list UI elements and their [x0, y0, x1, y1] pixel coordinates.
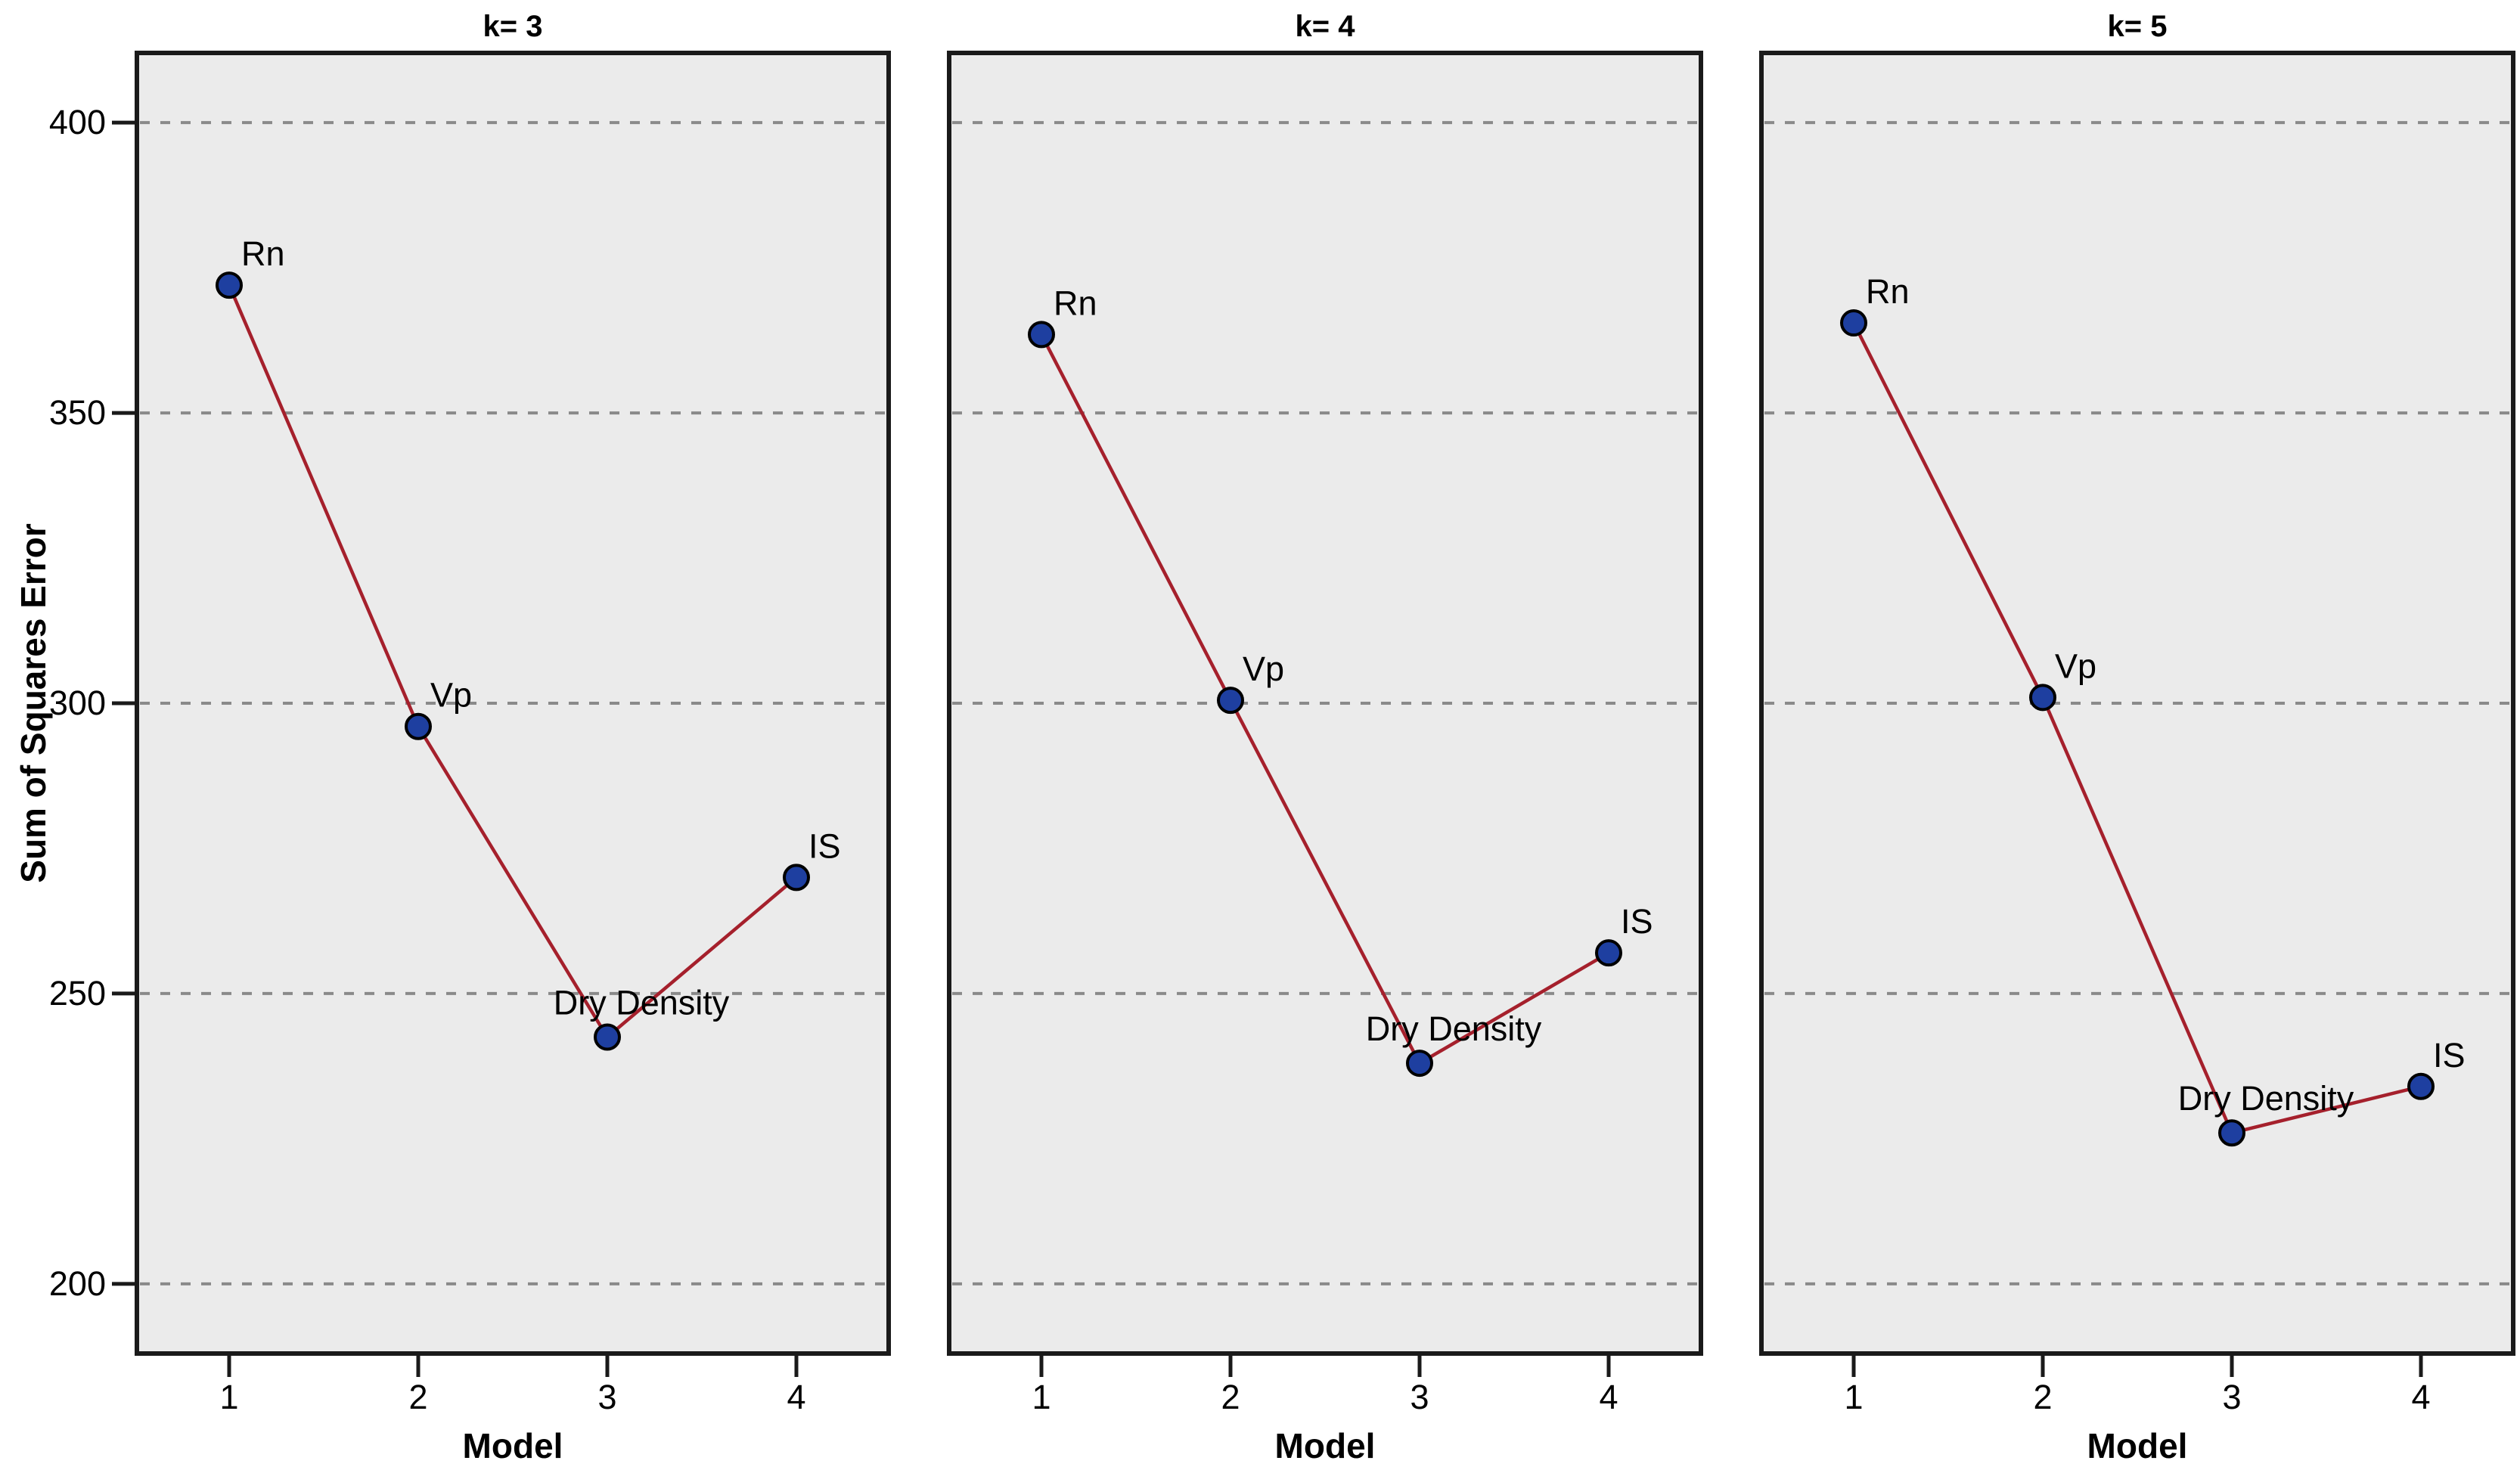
- x-tick-label-1: 1: [219, 1378, 239, 1416]
- panel-title: k= 5: [2107, 10, 2168, 43]
- data-point-IS: [1595, 939, 1622, 967]
- y-axis-title: Sum of Squares Error: [14, 523, 53, 883]
- panel-title: k= 4: [1295, 10, 1355, 43]
- series-line: [227, 284, 798, 1040]
- data-point-IS: [2407, 1072, 2435, 1100]
- panel-title: k= 3: [483, 10, 543, 43]
- point-label-Dry-Density: Dry Density: [1366, 1009, 1542, 1048]
- y-tick-label-300: 300: [48, 684, 106, 722]
- point-label-Vp: Vp: [1243, 650, 1284, 688]
- panel-k=3: k= 3 Rn Vp Dry Density IS 1 2 3 4 Model: [135, 0, 891, 1473]
- y-tick-label-250: 250: [48, 973, 106, 1012]
- y-tick-label-350: 350: [48, 393, 106, 433]
- data-point-Dry-Density: [1406, 1050, 1433, 1078]
- data-point-Dry-Density: [2218, 1119, 2245, 1147]
- x-tick-label-1: 1: [1844, 1378, 1864, 1416]
- point-label-Dry-Density: Dry Density: [2178, 1079, 2354, 1118]
- x-axis-title: Model: [1274, 1426, 1376, 1465]
- point-label-IS: IS: [808, 826, 841, 865]
- x-tick-label-3: 3: [597, 1378, 617, 1416]
- x-tick-label-2: 2: [408, 1378, 428, 1416]
- panel-k=5: k= 5 Rn Vp Dry Density IS 1 2 3 4 Model: [1759, 0, 2515, 1473]
- point-label-IS: IS: [2433, 1036, 2466, 1075]
- plot-area: Rn Vp Dry Density IS: [1759, 51, 2515, 1377]
- x-tick-label-3: 3: [1410, 1378, 1429, 1416]
- data-point-Dry-Density: [594, 1023, 621, 1051]
- point-label-Rn: Rn: [241, 234, 285, 273]
- point-label-Dry-Density: Dry Density: [554, 984, 730, 1022]
- y-tick-label-400: 400: [48, 103, 106, 142]
- point-label-Vp: Vp: [2055, 647, 2096, 685]
- data-point-Rn: [1028, 321, 1055, 349]
- point-label-Rn: Rn: [1054, 284, 1097, 322]
- plot-area: Rn Vp Dry Density IS: [135, 51, 891, 1377]
- data-point-Vp: [2029, 684, 2056, 712]
- point-label-IS: IS: [1621, 902, 1653, 941]
- x-axis-title: Model: [462, 1426, 563, 1465]
- x-tick-label-1: 1: [1032, 1378, 1051, 1416]
- data-point-Rn: [1840, 309, 1867, 337]
- y-axis-ticks: [112, 120, 136, 1286]
- data-point-Vp: [1217, 687, 1244, 715]
- panel-k=4: k= 4 Rn Vp Dry Density IS 1 2 3 4 Model: [947, 0, 1703, 1473]
- plot-area: Rn Vp Dry Density IS: [947, 51, 1703, 1377]
- x-tick-label-4: 4: [1599, 1378, 1618, 1416]
- x-tick-label-2: 2: [2033, 1378, 2053, 1416]
- x-tick-label-4: 4: [787, 1378, 806, 1416]
- series-line: [1851, 322, 2422, 1135]
- x-tick-label-4: 4: [2411, 1378, 2431, 1416]
- x-tick-label-3: 3: [2222, 1378, 2242, 1416]
- data-point-Vp: [405, 712, 432, 740]
- series-line: [1040, 333, 1610, 1066]
- point-label-Vp: Vp: [430, 676, 472, 715]
- data-point-Rn: [216, 271, 243, 299]
- x-axis-title: Model: [2087, 1426, 2188, 1465]
- y-tick-label-200: 200: [48, 1264, 106, 1303]
- x-tick-label-2: 2: [1221, 1378, 1240, 1416]
- point-label-Rn: Rn: [1866, 272, 1910, 311]
- data-point-IS: [783, 864, 810, 892]
